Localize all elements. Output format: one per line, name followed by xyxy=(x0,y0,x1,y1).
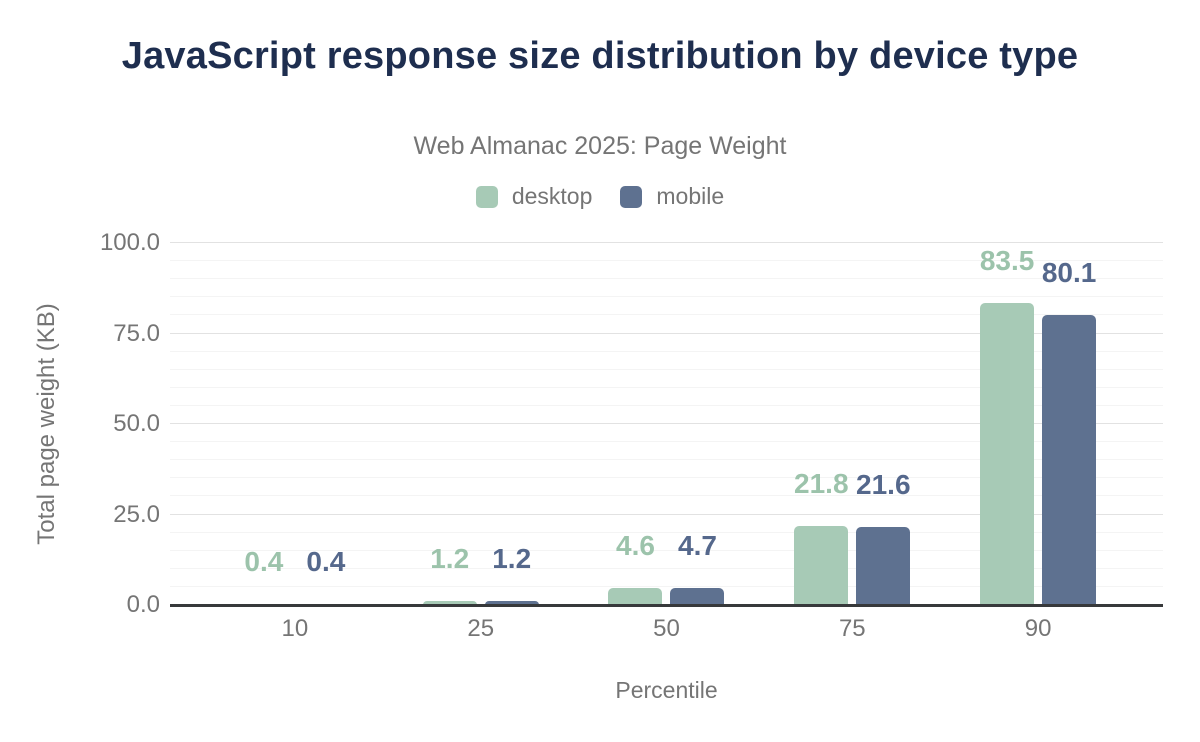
gridline-major xyxy=(170,513,1163,515)
bar-value-label-desktop-p10: 0.4 xyxy=(244,545,284,577)
gridline-minor xyxy=(170,386,1163,388)
gridline-minor xyxy=(170,531,1163,533)
bar-group-p75: 21.8 21.6 xyxy=(759,243,945,605)
bar-value-label-mobile-p50: 4.7 xyxy=(678,530,717,561)
gridline-major xyxy=(170,423,1163,424)
legend-swatch-mobile xyxy=(620,185,643,208)
x-tick-label-p75: 75 xyxy=(838,615,866,642)
x-tick-label-p90: 90 xyxy=(1024,615,1052,642)
bar-value-label-mobile-p75: 21.6 xyxy=(856,468,911,500)
x-axis-ticks: 10 25 50 75 90 xyxy=(170,615,1163,643)
y-tick-label: 0.0 xyxy=(126,591,160,618)
bar-group-p50: 4.6 4.7 xyxy=(574,243,760,605)
gridline-major xyxy=(170,242,1163,243)
bar-value-label-mobile-p90: 80.1 xyxy=(1041,257,1097,289)
bar-desktop-p50[interactable]: 4.6 xyxy=(608,532,663,605)
chart-subtitle: Web Almanac 2025: Page Weight xyxy=(413,132,787,160)
gridline-minor xyxy=(170,368,1163,370)
x-tick-label-p25: 25 xyxy=(467,615,495,642)
legend: desktop mobile xyxy=(0,183,1200,210)
legend-label: mobile xyxy=(656,183,725,209)
x-axis-line xyxy=(170,604,1163,607)
chart-title: JavaScript response size distribution by… xyxy=(121,35,1079,77)
gridline-minor xyxy=(170,441,1163,443)
bar-group-p90: 83.5 80.1 xyxy=(945,243,1131,605)
bar-value-label-mobile-p25: 1.2 xyxy=(492,542,532,574)
y-tick-label: 100.0 xyxy=(99,229,160,256)
gridline-minor xyxy=(170,260,1163,262)
bar-group-p25: 1.2 1.2 xyxy=(388,243,574,605)
y-tick-label: 50.0 xyxy=(113,410,160,437)
gridline-minor xyxy=(170,585,1163,587)
bar-desktop-p75[interactable]: 21.8 xyxy=(794,470,849,605)
bar-value-label-desktop-p50: 4.6 xyxy=(616,530,655,562)
gridline-minor xyxy=(170,477,1163,479)
plot-area: 0.4 0.4 1.2 1.2 4.6 4.7 21.8 21.6 83.5 80.1 xyxy=(170,242,1163,607)
gridline-minor xyxy=(170,350,1163,352)
x-tick-label-p50: 50 xyxy=(653,615,680,642)
x-axis-title: Percentile xyxy=(615,677,718,703)
gridline-minor xyxy=(170,459,1163,461)
bar-value-label-mobile-p10: 0.4 xyxy=(306,545,346,577)
bar-desktop-p90[interactable]: 83.5 xyxy=(980,246,1034,605)
gridline-minor xyxy=(170,314,1163,316)
bar-mobile-p50[interactable]: 4.7 xyxy=(670,532,725,605)
legend-swatch-desktop xyxy=(475,185,498,208)
x-tick-label-p10: 10 xyxy=(281,615,309,642)
legend-item-mobile[interactable]: mobile xyxy=(620,183,724,210)
bar-mobile-p25[interactable]: 1.2 xyxy=(484,544,539,605)
y-tick-label: 75.0 xyxy=(113,319,160,347)
y-tick-label: 25.0 xyxy=(113,500,160,528)
bar-value-label-desktop-p90: 83.5 xyxy=(979,244,1035,276)
gridline-minor xyxy=(170,495,1163,497)
legend-label: desktop xyxy=(511,183,593,209)
legend-item-desktop[interactable]: desktop xyxy=(475,183,593,210)
y-axis-ticks: 0.0 25.0 50.0 75.0 100.0 xyxy=(0,231,160,617)
bar-desktop-p25[interactable]: 1.2 xyxy=(422,544,477,605)
gridline-minor xyxy=(170,296,1163,298)
bar-value-label-desktop-p25: 1.2 xyxy=(430,542,470,574)
bar-value-label-desktop-p75: 21.8 xyxy=(794,468,849,500)
gridline-minor xyxy=(170,278,1163,280)
bar-group-p10: 0.4 0.4 xyxy=(202,243,388,605)
gridline-minor xyxy=(170,549,1163,551)
gridline-minor xyxy=(170,567,1163,569)
bar-mobile-p90[interactable]: 80.1 xyxy=(1042,259,1096,605)
bar-groups: 0.4 0.4 1.2 1.2 4.6 4.7 21.8 21.6 83.5 80.1 xyxy=(170,243,1163,605)
bar-mobile-p75[interactable]: 21.6 xyxy=(856,470,911,605)
gridline-major xyxy=(170,332,1163,334)
gridline-minor xyxy=(170,404,1163,406)
